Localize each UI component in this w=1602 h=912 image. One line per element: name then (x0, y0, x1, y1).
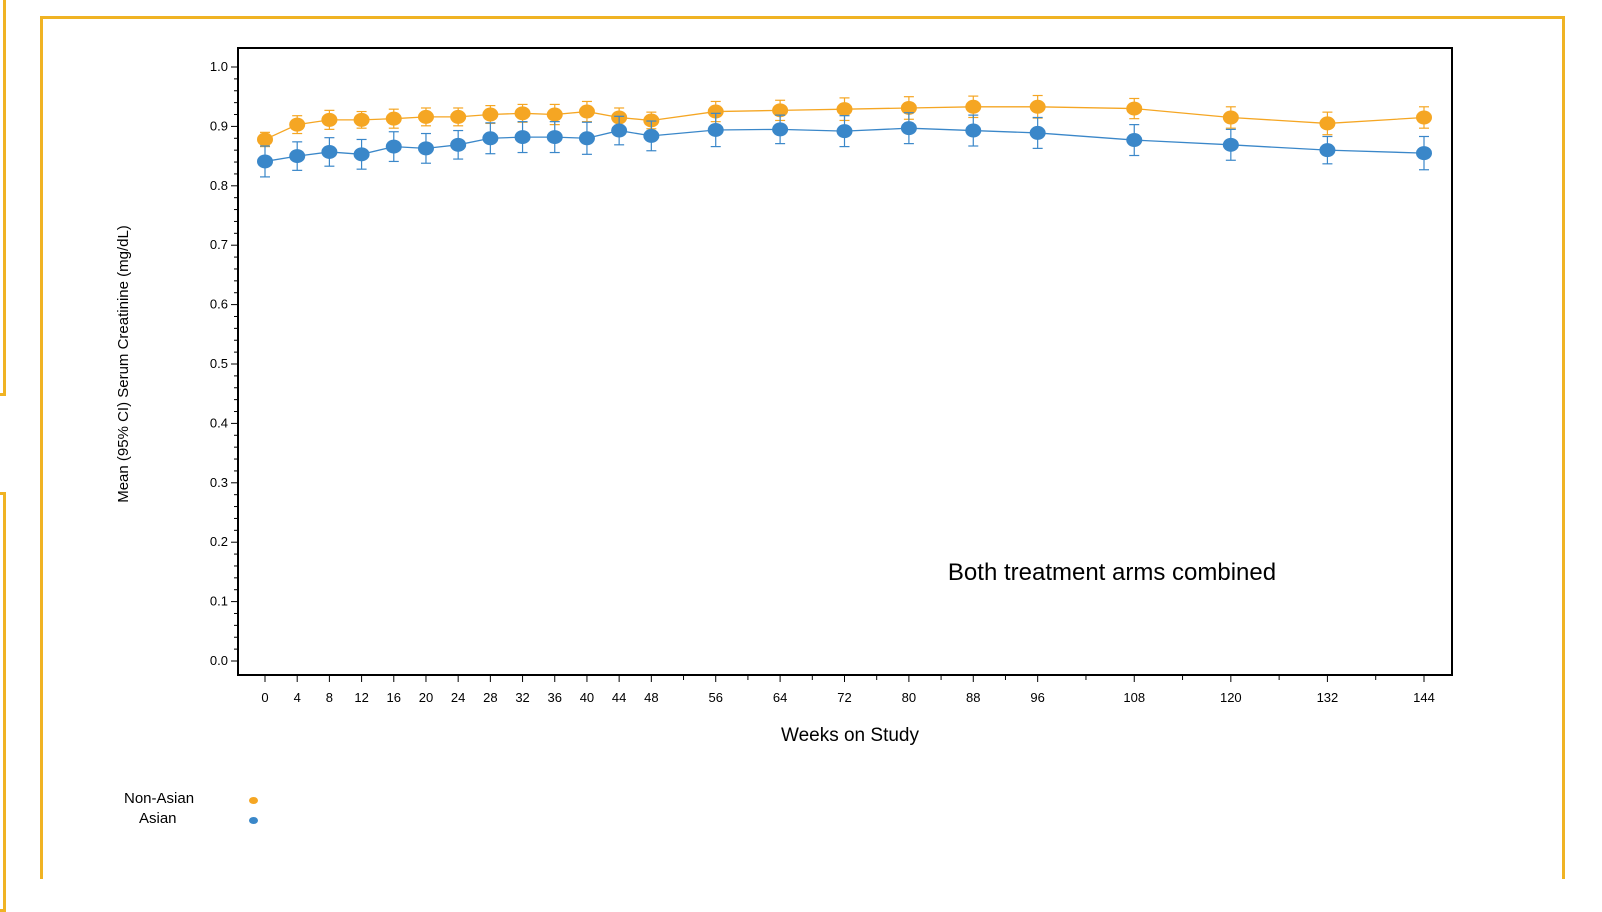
data-point-asian (611, 123, 628, 138)
data-point-asian (578, 131, 595, 146)
data-point-non-asian (836, 102, 853, 117)
y-tick-label: 0.5 (210, 356, 228, 371)
series-asian (257, 112, 1432, 178)
data-point-non-asian (578, 104, 595, 119)
legend-label-non-asian: Non-Asian (124, 790, 195, 807)
figure-frame (40, 16, 1565, 879)
data-point-non-asian (417, 109, 434, 124)
x-tick-label: 40 (580, 690, 594, 705)
data-point-non-asian (385, 111, 402, 126)
legend-marker-asian (249, 817, 258, 824)
x-tick-label: 88 (966, 690, 980, 705)
data-point-asian (289, 149, 306, 164)
chart-annotation: Both treatment arms combined (948, 559, 1276, 586)
x-tick-label: 28 (483, 690, 497, 705)
data-point-non-asian (353, 112, 370, 127)
x-tick-label: 16 (387, 690, 401, 705)
data-point-asian (1126, 133, 1143, 148)
data-point-asian (321, 144, 338, 159)
y-tick-label: 0.0 (210, 653, 228, 668)
legend-label-asian: Asian (139, 810, 177, 827)
legend-item-non-asian: Non-Asian (124, 790, 194, 807)
y-tick-label: 0.2 (210, 534, 228, 549)
y-tick-label: 1.0 (210, 59, 228, 74)
data-point-asian (707, 122, 724, 137)
data-point-asian (257, 154, 273, 169)
x-tick-label: 96 (1030, 690, 1044, 705)
legend-item-asian: Asian (139, 810, 177, 827)
data-point-non-asian (289, 117, 306, 132)
x-tick-label: 80 (902, 690, 916, 705)
x-tick-label: 32 (515, 690, 529, 705)
adjacent-frame-edge-top (0, 0, 6, 396)
y-tick-label: 0.3 (210, 475, 228, 490)
data-point-non-asian (546, 107, 563, 122)
data-point-non-asian (482, 107, 499, 122)
y-tick-label: 0.1 (210, 594, 228, 609)
x-tick-label: 24 (451, 690, 465, 705)
data-point-asian (772, 122, 789, 137)
y-tick-label: 0.6 (210, 297, 228, 312)
data-point-asian (1416, 146, 1432, 161)
data-point-asian (965, 123, 982, 138)
x-tick-label: 48 (644, 690, 658, 705)
data-point-asian (1319, 143, 1336, 158)
data-point-non-asian (1126, 101, 1143, 116)
x-tick-label: 144 (1413, 690, 1435, 705)
data-point-non-asian (1319, 116, 1336, 131)
data-point-non-asian (707, 104, 724, 119)
x-tick-label: 4 (294, 690, 301, 705)
data-point-non-asian (321, 112, 338, 127)
x-tick-label: 12 (354, 690, 368, 705)
x-tick-label: 0 (261, 690, 268, 705)
x-tick-label: 56 (708, 690, 722, 705)
x-tick-label: 36 (548, 690, 562, 705)
data-point-asian (836, 124, 853, 139)
y-axis-label: Mean (95% CI) Serum Creatinine (mg/dL) (115, 225, 132, 503)
data-point-non-asian (772, 103, 789, 118)
data-point-asian (900, 121, 917, 136)
y-tick-label: 0.9 (210, 118, 228, 133)
data-point-asian (514, 130, 531, 145)
x-tick-label: 120 (1220, 690, 1242, 705)
x-tick-label: 8 (326, 690, 333, 705)
creatinine-chart: 0.00.10.20.30.40.50.60.70.80.91.00 4 8 12 16… (115, 47, 1453, 746)
data-point-non-asian (514, 106, 531, 121)
data-point-asian (546, 130, 563, 145)
data-point-asian (450, 137, 467, 152)
data-point-asian (417, 141, 434, 156)
data-point-asian (353, 147, 370, 162)
data-point-non-asian (1222, 110, 1239, 125)
data-point-asian (385, 139, 402, 154)
data-point-asian (1222, 137, 1239, 152)
data-point-asian (1029, 125, 1046, 140)
y-tick-label: 0.7 (210, 237, 228, 252)
data-point-asian (643, 128, 660, 143)
data-point-non-asian (1029, 99, 1046, 114)
data-point-asian (482, 131, 499, 146)
x-tick-label: 20 (419, 690, 433, 705)
x-tick-label: 44 (612, 690, 626, 705)
data-point-non-asian (450, 109, 467, 124)
x-tick-label: 132 (1317, 690, 1339, 705)
y-tick-label: 0.4 (210, 415, 228, 430)
data-point-non-asian (965, 99, 982, 114)
data-point-non-asian (1416, 110, 1432, 125)
x-tick-label: 108 (1123, 690, 1145, 705)
x-tick-label: 72 (837, 690, 851, 705)
data-point-non-asian (900, 100, 917, 115)
data-point-non-asian (257, 132, 273, 147)
legend-marker-non-asian (249, 797, 258, 804)
x-axis-label: Weeks on Study (781, 725, 920, 746)
y-tick-label: 0.8 (210, 178, 228, 193)
x-tick-label: 64 (773, 690, 787, 705)
